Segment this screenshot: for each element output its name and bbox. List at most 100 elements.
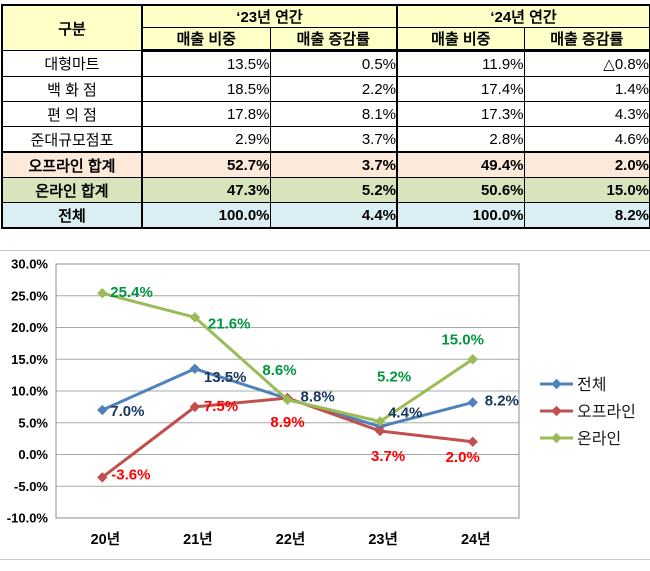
y-axis-tick-label: 25.0% — [11, 288, 48, 303]
cell-value: 49.4% — [396, 151, 525, 178]
plot-area-border — [55, 263, 520, 519]
column-header-share-2024: 매출 비중 — [396, 27, 525, 52]
y-axis-tick-label: 0.0% — [18, 447, 48, 462]
cell-value: 8.1% — [269, 101, 398, 127]
cell-value: 4.4% — [269, 202, 398, 229]
data-label: 4.4% — [388, 405, 422, 422]
sales-summary-table: 구분 ‘23년 연간 ‘24년 연간 매출 비중 매출 증감률 매출 비중 매출… — [1, 4, 650, 229]
data-point — [97, 404, 108, 416]
cell-value: 50.6% — [396, 177, 525, 203]
data-label: 8.8% — [301, 389, 335, 406]
row-label: 오프라인 합계 — [1, 151, 143, 178]
cell-value: 100.0% — [396, 202, 525, 229]
growth-rate-line-chart: 30.0% 25.0% 20.0% 15.0% 10.0% 5.0% 0.0% -5.0% -1… — [0, 250, 650, 560]
row-label: 백 화 점 — [1, 76, 143, 102]
y-axis-tick-label: 15.0% — [11, 352, 48, 367]
cell-value: 2.0% — [523, 151, 650, 178]
table-row: 전체 100.0% 4.4% 100.0% 8.2% — [1, 202, 650, 229]
table-row: 편 의 점 17.8% 8.1% 17.3% 4.3% — [1, 101, 650, 127]
data-label: 25.4% — [110, 284, 153, 301]
data-point — [467, 397, 478, 408]
cell-value: 11.9% — [396, 50, 525, 77]
data-label: 8.2% — [485, 392, 519, 409]
x-axis-tick-label: 22년 — [276, 531, 305, 548]
table-row: 백 화 점 18.5% 2.2% 17.4% 1.4% — [1, 76, 650, 102]
data-point — [189, 401, 201, 413]
x-axis-tick-label: 24년 — [461, 531, 490, 548]
cell-value: 17.3% — [396, 101, 525, 127]
data-point — [374, 416, 386, 427]
column-header-category: 구분 — [1, 4, 143, 51]
data-label: 7.5% — [204, 398, 238, 415]
column-header-growth-2023: 매출 증감률 — [269, 27, 398, 52]
column-group-2024: ‘24년 연간 — [396, 4, 650, 28]
table-row: 대형마트 13.5% 0.5% 11.9% △0.8% — [1, 50, 650, 77]
cell-value: 18.5% — [141, 76, 271, 102]
data-point — [374, 425, 386, 437]
cell-value: 52.7% — [141, 151, 271, 178]
cell-value: 15.0% — [523, 177, 650, 203]
cell-value: 5.2% — [269, 177, 398, 203]
chart-svg: 30.0% 25.0% 20.0% 15.0% 10.0% 5.0% 0.0% -5.0% -1… — [7, 257, 636, 549]
cell-value: 17.8% — [141, 101, 271, 127]
cell-value: △0.8% — [523, 50, 650, 77]
data-label: -3.6% — [111, 466, 150, 483]
data-point — [97, 288, 108, 299]
row-label: 준대규모점포 — [1, 126, 143, 153]
x-axis-tick-label: 23년 — [368, 531, 397, 548]
y-axis-tick-label: -10.0% — [7, 511, 49, 526]
table-row: 오프라인 합계 52.7% 3.7% 49.4% 2.0% — [1, 151, 650, 178]
y-axis-tick-label: -5.0% — [14, 479, 48, 494]
data-point — [97, 472, 108, 483]
data-label: 21.6% — [208, 315, 251, 332]
y-axis-tick-label: 10.0% — [11, 384, 48, 399]
column-header-growth-2024: 매출 증감률 — [523, 27, 650, 52]
data-label: 5.2% — [377, 368, 411, 385]
data-label: 13.5% — [204, 369, 247, 386]
legend-item-전체: 전체 — [577, 376, 606, 394]
data-label: 8.9% — [270, 414, 304, 431]
table-row: 온라인 합계 47.3% 5.2% 50.6% 15.0% — [1, 177, 650, 203]
row-label: 편 의 점 — [1, 101, 143, 127]
data-point — [467, 436, 478, 448]
data-point — [189, 312, 201, 323]
data-label: 15.0% — [441, 331, 484, 348]
legend-marker — [551, 378, 562, 390]
data-point — [282, 394, 293, 406]
row-label: 전체 — [1, 202, 143, 229]
data-label: 3.7% — [371, 448, 405, 465]
table-header-row: 구분 ‘23년 연간 ‘24년 연간 — [1, 4, 650, 51]
row-label: 대형마트 — [1, 50, 143, 77]
cell-value: 8.2% — [523, 202, 650, 229]
y-axis-tick-label: 5.0% — [18, 415, 48, 430]
cell-value: 47.3% — [141, 177, 271, 203]
legend-item-오프라인: 오프라인 — [577, 403, 636, 421]
y-axis-tick-label: 20.0% — [11, 320, 48, 335]
data-label: 7.0% — [110, 403, 144, 420]
x-axis-tick-label: 20년 — [91, 531, 120, 548]
data-label: 8.6% — [262, 362, 296, 379]
cell-value: 2.9% — [141, 126, 271, 153]
cell-value: 3.7% — [269, 151, 398, 178]
cell-value: 2.8% — [396, 126, 525, 153]
cell-value: 17.4% — [396, 76, 525, 102]
cell-value: 4.3% — [523, 101, 650, 127]
legend-marker — [551, 405, 562, 417]
cell-value: 0.5% — [269, 50, 398, 77]
column-header-share-2023: 매출 비중 — [141, 27, 271, 52]
legend-item-온라인: 온라인 — [577, 430, 621, 448]
cell-value: 2.2% — [269, 76, 398, 102]
y-axis-tick-label: 30.0% — [11, 257, 48, 272]
x-axis-tick-label: 21년 — [183, 531, 212, 548]
legend-marker — [551, 432, 562, 444]
data-point — [467, 354, 478, 365]
cell-value: 3.7% — [269, 126, 398, 153]
cell-value: 4.6% — [523, 126, 650, 153]
cell-value: 100.0% — [141, 202, 271, 229]
data-point — [189, 363, 201, 374]
data-label: 2.0% — [446, 449, 480, 466]
table-subheader-row: 매출 비중 매출 증감률 매출 비중 매출 증감률 — [2, 27, 650, 52]
column-group-2023: ‘23년 연간 — [140, 4, 398, 28]
table-row: 준대규모점포 2.9% 3.7% 2.8% 4.6% — [1, 126, 650, 153]
